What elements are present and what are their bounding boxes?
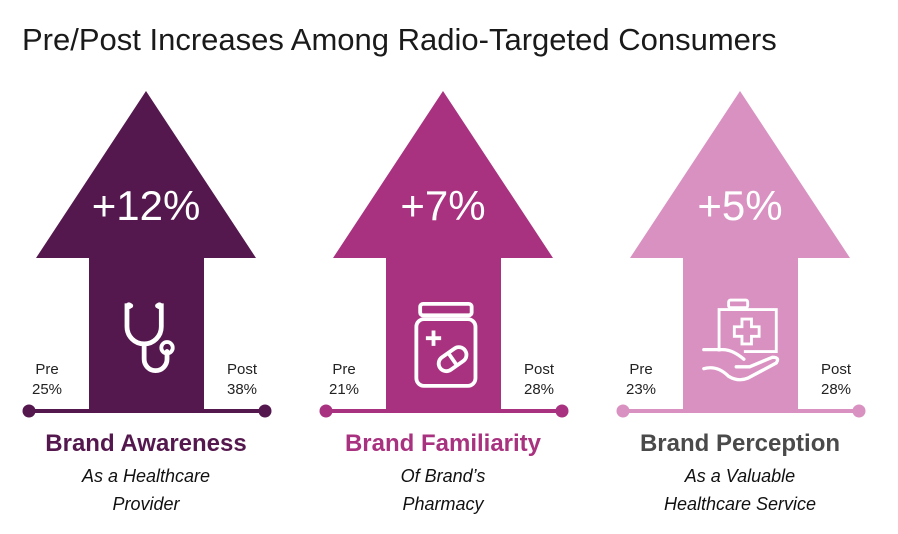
post-label: Post [820,361,851,378]
metric-heading: Brand Perception [639,430,841,457]
post-dot [852,404,866,418]
subtitle-line-1: Of Brand’s [400,466,486,486]
metric-heading: Brand Awareness [45,430,247,457]
post-value: 28% [523,381,555,398]
pre-dot [22,404,36,418]
post-block: Post 38% [207,360,277,400]
pill-bottle-icon [403,296,485,393]
up-arrow [22,91,272,418]
post-dot [258,404,272,418]
up-arrow [616,91,866,418]
metric-panel: +7% Pre 21% Post 28% Brand Familiarity O… [297,0,589,534]
pre-label: Pre [629,361,653,378]
subtitle-line-1: As a Valuable [684,466,796,486]
pre-block: Pre 23% [606,360,676,400]
metric-panel: +5% Pre 23% Post 28% Brand Perception As… [594,0,886,534]
metric-subtitle: As a Valuable Healthcare Service [584,462,896,518]
subtitle-line-1: As a Healthcare [81,466,211,486]
pre-value: 25% [31,381,63,398]
metric-subtitle: As a Healthcare Provider [0,462,302,518]
post-label: Post [226,361,257,378]
pre-block: Pre 25% [12,360,82,400]
page-title: Pre/Post Increases Among Radio-Targeted … [22,22,777,57]
post-block: Post 28% [504,360,574,400]
post-label: Post [523,361,554,378]
metric-heading: Brand Familiarity [344,430,542,457]
subtitle-line-2: Healthcare Service [663,494,817,514]
subtitle-line-2: Provider [112,494,180,514]
increase-value: +7% [400,182,486,229]
metric-panel: +12% Pre 25% Post 38% Brand Awareness As… [0,0,292,534]
pre-block: Pre 21% [309,360,379,400]
pre-label: Pre [35,361,59,378]
increase-value: +5% [697,182,783,229]
post-block: Post 28% [801,360,871,400]
metric-subtitle: Of Brand’s Pharmacy [287,462,599,518]
pre-dot [319,404,333,418]
pre-value: 21% [328,381,360,398]
up-arrow [319,91,569,418]
pre-label: Pre [332,361,356,378]
increase-value: +12% [91,182,201,229]
stethoscope-icon [106,296,188,393]
post-dot [555,404,569,418]
medical-kit-hand-icon [700,296,782,393]
subtitle-line-2: Pharmacy [402,494,484,514]
pre-value: 23% [625,381,657,398]
pre-dot [616,404,630,418]
post-value: 38% [226,381,258,398]
post-value: 28% [820,381,852,398]
